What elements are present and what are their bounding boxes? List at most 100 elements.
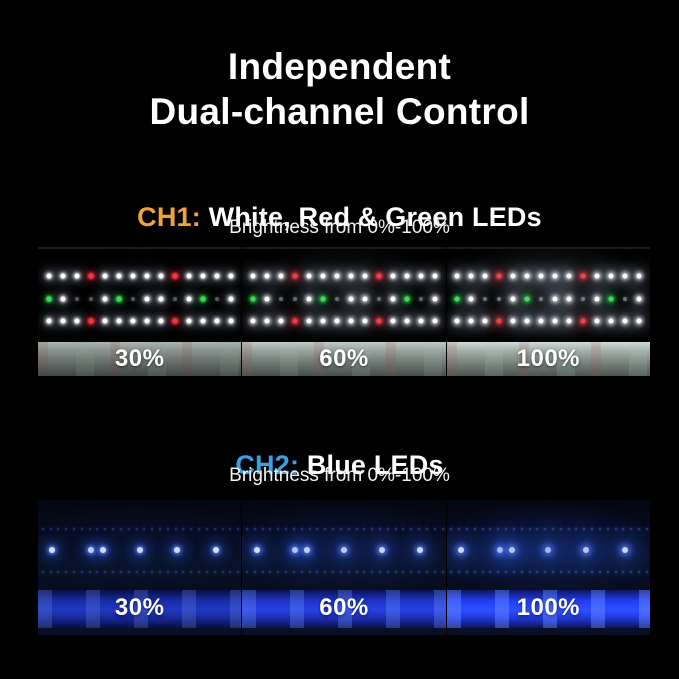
led-dot (190, 527, 193, 530)
led-dot (362, 273, 368, 279)
led-dot (417, 547, 424, 554)
led-dot (454, 318, 460, 324)
led-dot (594, 296, 600, 302)
led-dot (608, 318, 614, 324)
page-title-line1: Independent (227, 46, 452, 87)
led-dot (450, 527, 453, 530)
led-dot (334, 273, 340, 279)
led-dot (130, 273, 136, 279)
led-dot (524, 318, 530, 324)
led-dot (158, 571, 161, 573)
led-dot (102, 296, 108, 302)
led-dot (100, 547, 107, 554)
led-dot (390, 296, 396, 302)
led-dot (528, 571, 531, 573)
led-dot (575, 571, 578, 573)
led-dot (404, 273, 410, 279)
led-dot (339, 571, 342, 573)
led-dot (158, 296, 164, 302)
led-dot (348, 318, 354, 324)
led-dot (264, 296, 270, 302)
ch2-channel-label: CH2: (235, 450, 300, 481)
led-dot (544, 527, 547, 530)
led-dot (418, 527, 421, 530)
led-dot (582, 547, 589, 554)
led-dot (308, 527, 311, 530)
led-dot (636, 296, 642, 302)
led-dot (566, 296, 572, 302)
led-dot (419, 297, 424, 302)
led-dot (636, 273, 642, 279)
led-dot (538, 318, 544, 324)
led-dot (198, 571, 201, 573)
led-dot (404, 318, 410, 324)
led-dot (539, 297, 544, 302)
led-dot (614, 571, 617, 573)
led-dot (432, 273, 438, 279)
led-dot (228, 296, 234, 302)
led-dot (60, 318, 66, 324)
led-dot (41, 571, 44, 573)
led-dot (143, 571, 146, 573)
led-dot (376, 273, 382, 279)
led-dot (425, 571, 428, 573)
led-dot (594, 273, 600, 279)
led-dot (135, 527, 138, 530)
led-dot (57, 527, 60, 530)
led-dot (583, 571, 586, 573)
page-title: Independent Dual-channel Control (0, 44, 679, 134)
led-dot (394, 571, 397, 573)
led-dot (41, 527, 44, 530)
led-dot (623, 297, 628, 302)
led-dot (300, 571, 303, 573)
led-dot (74, 273, 80, 279)
led-dot (292, 547, 299, 554)
led-dot (49, 547, 56, 554)
led-dot (347, 527, 350, 530)
led-dot (130, 318, 136, 324)
led-dot (213, 527, 216, 530)
ch2-led-board-60 (242, 500, 446, 590)
led-dot (112, 527, 115, 530)
led-dot (334, 318, 340, 324)
led-dot (253, 571, 256, 573)
led-dot (363, 571, 366, 573)
led-dot (362, 296, 368, 302)
ch2-strip-background-100 (446, 590, 650, 628)
led-dot (483, 297, 488, 302)
led-dot (46, 296, 52, 302)
led-dot (559, 527, 562, 530)
led-dot (510, 273, 516, 279)
led-dot (261, 571, 264, 573)
led-dot (394, 527, 397, 530)
led-dot (74, 297, 79, 302)
led-dot (320, 296, 326, 302)
led-dot (608, 296, 614, 302)
led-dot (371, 571, 374, 573)
led-dot (591, 571, 594, 573)
ch1-reflector-strip-60: 60% (242, 342, 446, 376)
ch2-heading-text: Blue LEDs (306, 450, 444, 481)
led-dot (87, 547, 94, 554)
led-dot (186, 273, 192, 279)
led-dot (566, 318, 572, 324)
led-dot (496, 318, 502, 324)
led-dot (468, 296, 474, 302)
led-dot (264, 318, 270, 324)
led-dot (371, 527, 374, 530)
led-dot (332, 571, 335, 573)
led-dot (473, 527, 476, 530)
led-dot (594, 318, 600, 324)
led-dot (213, 571, 216, 573)
led-dot (528, 527, 531, 530)
led-dot (292, 527, 295, 530)
led-dot (214, 297, 219, 302)
led-dot (158, 318, 164, 324)
led-dot (198, 527, 201, 530)
led-dot (378, 527, 381, 530)
led-dot (390, 318, 396, 324)
led-dot (158, 527, 161, 530)
led-dot (46, 273, 52, 279)
led-dot (347, 571, 350, 573)
led-dot (591, 527, 594, 530)
